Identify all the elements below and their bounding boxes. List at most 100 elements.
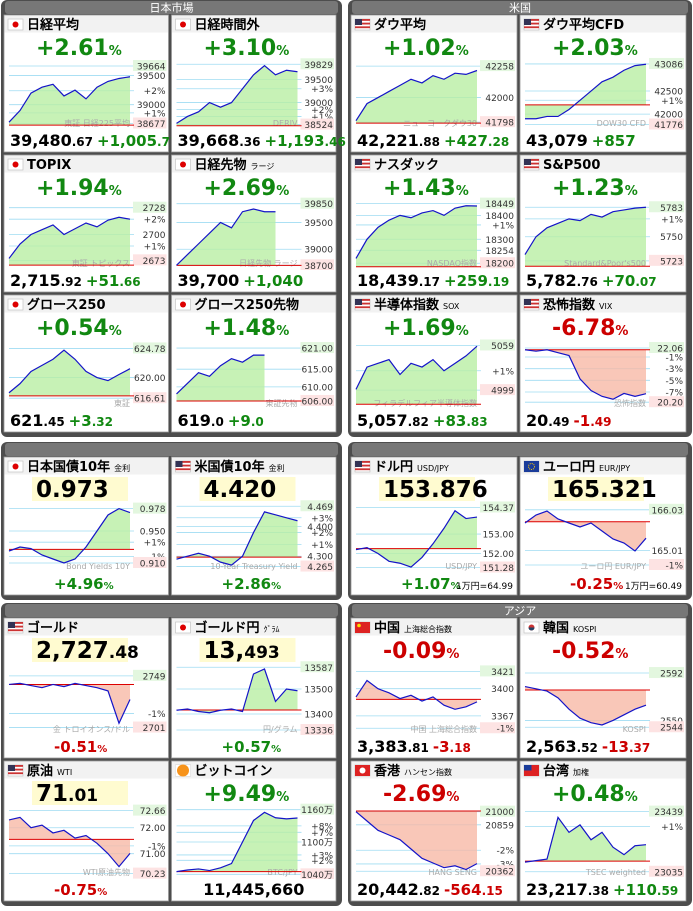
- diff: +70.07: [602, 272, 657, 290]
- tile-header: [351, 15, 517, 33]
- chart-area: [525, 511, 646, 551]
- chart-line: [8, 76, 131, 123]
- chart-area: [176, 812, 298, 872]
- axis-label: 621.00: [302, 345, 334, 355]
- diff: -564.15: [444, 881, 503, 899]
- change: +2.86%: [222, 575, 282, 593]
- label-box: [480, 257, 515, 269]
- watermark: 東証 トピックス: [72, 258, 130, 268]
- tile-name: ダウ平均CFD: [543, 17, 624, 33]
- price: 20,442.82: [357, 880, 440, 899]
- axis-label: 42000: [485, 94, 514, 104]
- price: 20.49: [526, 411, 570, 430]
- diff: +1,005.77: [97, 132, 178, 150]
- price: 5,057.82: [357, 411, 429, 430]
- axis-label: 23439: [654, 808, 683, 818]
- flag-canton: [524, 299, 531, 305]
- flag-sun: [180, 624, 186, 631]
- price-strip: [172, 410, 336, 430]
- label-box: [133, 721, 167, 733]
- tile-sub: USD/JPY: [417, 464, 449, 473]
- axis-label: 13336: [304, 727, 333, 737]
- chart-line: [8, 507, 131, 564]
- watermark: ユーロ円 EUR/JPY: [580, 562, 646, 571]
- tile-name: ドル円: [374, 460, 413, 475]
- axis-label: 2700: [143, 231, 166, 241]
- chart-line: [176, 208, 276, 266]
- flag-stripe: [8, 622, 23, 624]
- chart-line: [355, 509, 478, 568]
- section-header: [352, 604, 688, 617]
- tile-header: [4, 15, 168, 33]
- chart-area: [176, 669, 298, 713]
- change: +2.61%: [36, 36, 122, 61]
- tile-sub: 加権: [573, 767, 589, 777]
- diff: +259.19: [444, 272, 509, 290]
- change: +1.48%: [204, 316, 290, 341]
- axis-label: +1%: [661, 215, 683, 225]
- chart-area: [356, 811, 477, 870]
- flag-canton: [355, 159, 362, 165]
- tile-name: ゴールド: [27, 620, 79, 636]
- axis-label: 5723: [660, 257, 683, 267]
- tile: [519, 760, 687, 902]
- tile-header: [172, 15, 336, 33]
- label-box: [300, 560, 334, 572]
- value-highlight: [199, 638, 296, 662]
- axis-label: 39664: [137, 63, 166, 73]
- diff: -13.37: [602, 738, 650, 756]
- axis-label: +7%: [311, 829, 333, 839]
- axis-label: 13587: [304, 664, 333, 674]
- change: -0.51%: [54, 738, 107, 756]
- section-header: [352, 443, 688, 456]
- change: +0.57%: [222, 738, 282, 756]
- flag-field: [524, 461, 539, 472]
- axis-label: +3%: [311, 85, 333, 95]
- axis-label: +1%: [492, 367, 514, 377]
- axis-label: 41776: [654, 121, 683, 131]
- tile-header: [351, 295, 517, 313]
- watermark: フィラデルフィア半導体指数: [373, 398, 477, 408]
- label-box: [480, 501, 515, 513]
- chart-line: [355, 345, 478, 390]
- axis-label: +1%: [144, 539, 166, 549]
- section-header: [352, 1, 688, 14]
- flag-stripe: [524, 299, 539, 301]
- axis-label: 20859: [485, 821, 514, 831]
- axis-label: 4.400: [307, 523, 333, 533]
- diff: -1.49: [574, 412, 612, 430]
- tile-header: [172, 618, 336, 636]
- section-title: アジア: [504, 605, 537, 618]
- axis-label: +2%: [311, 857, 333, 867]
- watermark: 東証先物: [266, 398, 298, 408]
- value: 4.420: [204, 477, 277, 503]
- flag-stripe: [355, 468, 370, 471]
- axis-label: 71.00: [140, 850, 166, 860]
- change: +1.02%: [383, 36, 469, 61]
- chart-line: [176, 64, 298, 124]
- value-highlight: [32, 638, 128, 662]
- axis-label: +1%: [492, 221, 514, 231]
- flag-sun: [180, 21, 186, 28]
- flag-canton: [524, 19, 531, 25]
- axis-label: 610.00: [302, 383, 334, 393]
- watermark: NASDAQ指数: [427, 258, 477, 268]
- axis-label: 153.00: [483, 531, 515, 541]
- axis-label: 72.66: [140, 807, 166, 817]
- tile-header: [520, 457, 686, 475]
- watermark: BTC/JPY: [267, 868, 297, 877]
- label-box: [649, 341, 684, 353]
- chart-area: [176, 209, 276, 266]
- price-strip: [520, 270, 686, 290]
- flag-canton: [8, 622, 15, 628]
- axis-label: 39000: [137, 101, 166, 111]
- price-strip: [351, 410, 517, 430]
- tile-name: 半導体指数: [374, 297, 440, 313]
- tile-name: 台湾: [543, 763, 569, 779]
- flag-stripe: [355, 302, 370, 305]
- flag-canton: [524, 159, 531, 165]
- change: +1.69%: [383, 316, 469, 341]
- axis-label: 5783: [660, 204, 683, 214]
